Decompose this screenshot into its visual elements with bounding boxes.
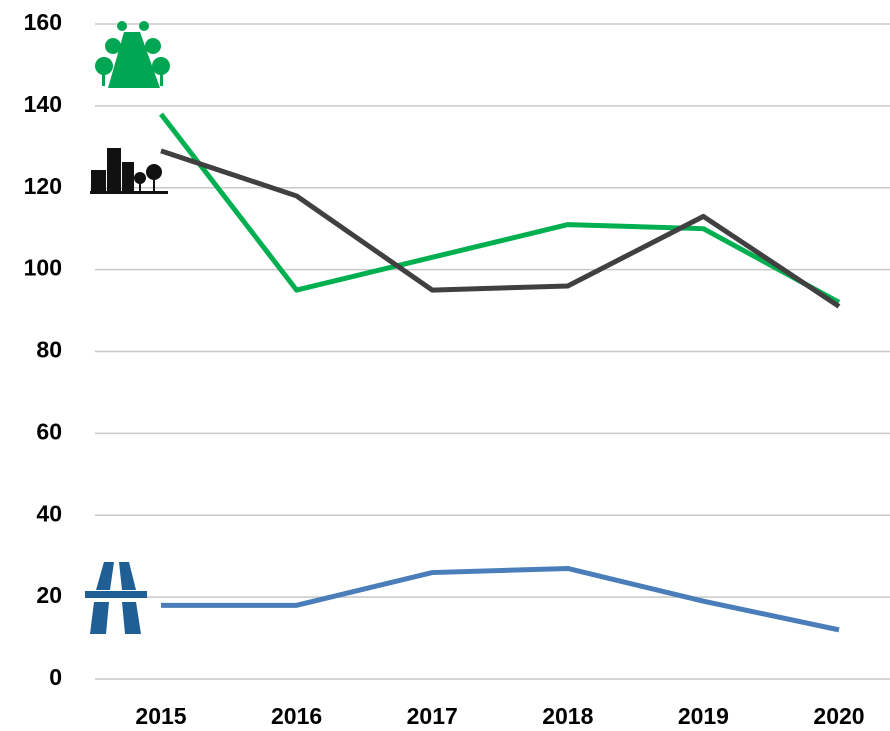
grid <box>95 23 890 680</box>
y-tick-label: 40 <box>36 500 62 526</box>
y-tick-label: 140 <box>24 91 62 117</box>
y-tick-label: 20 <box>36 582 62 608</box>
x-tick-label: 2015 <box>135 703 186 729</box>
series-line <box>161 565 840 633</box>
series-line <box>160 148 841 309</box>
x-tick-label: 2019 <box>678 703 729 729</box>
park-icon <box>95 21 170 88</box>
y-tick-label: 100 <box>24 255 62 281</box>
y-tick-label: 0 <box>49 664 62 690</box>
y-tick-label: 120 <box>24 173 62 199</box>
x-tick-label: 2018 <box>542 703 593 729</box>
series <box>159 112 841 633</box>
x-tick-label: 2016 <box>271 703 322 729</box>
y-tick-label: 60 <box>36 418 62 444</box>
x-tick-label: 2017 <box>407 703 458 729</box>
x-tick-label: 2020 <box>813 703 864 729</box>
y-tick-label: 80 <box>36 337 62 363</box>
highway-icon <box>85 562 147 634</box>
y-tick-label: 160 <box>24 9 62 35</box>
series-line <box>159 112 841 305</box>
city-icon <box>90 148 168 194</box>
